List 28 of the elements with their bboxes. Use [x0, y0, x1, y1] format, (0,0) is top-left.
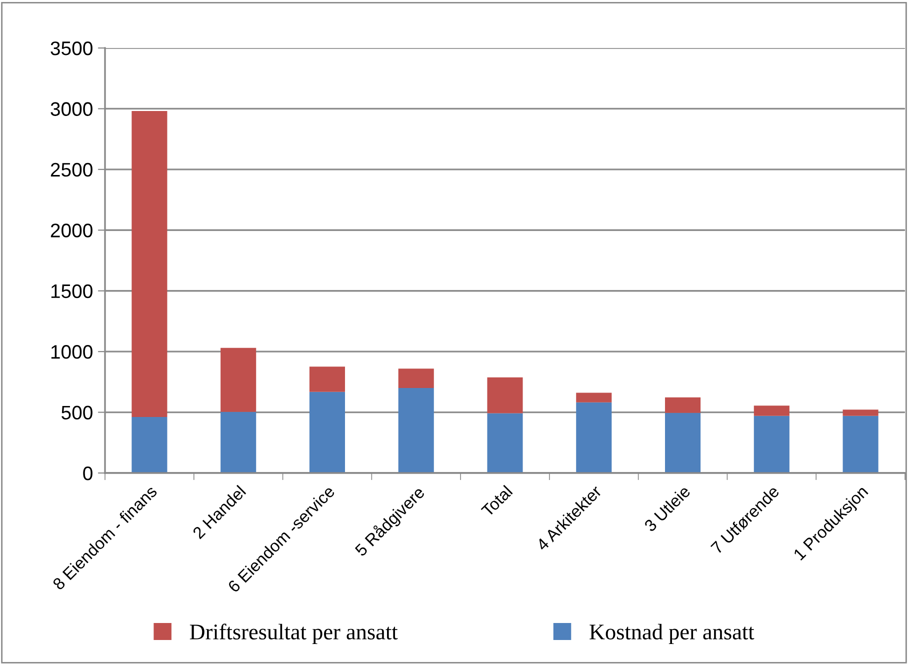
bar — [398, 368, 434, 388]
bar — [842, 416, 878, 473]
y-tick-label: 3500 — [50, 41, 92, 56]
bar — [309, 392, 345, 473]
bar — [220, 348, 256, 412]
bar — [576, 402, 612, 473]
bar — [665, 412, 701, 473]
bar — [754, 416, 790, 473]
bar — [220, 412, 256, 473]
bar — [309, 366, 345, 392]
y-tick-label: 0 — [83, 466, 92, 480]
bar — [754, 406, 790, 416]
legend-label: Kostnad per ansatt — [590, 624, 754, 644]
bar — [398, 388, 434, 473]
y-tick-label: 1500 — [51, 284, 92, 298]
y-tick-label: 1000 — [51, 345, 92, 359]
bar — [665, 397, 701, 413]
bar — [576, 392, 612, 402]
y-tick-label: 2000 — [50, 224, 92, 238]
bar — [487, 413, 523, 473]
legend-label: Driftsresultat per ansatt — [190, 624, 398, 644]
bar — [487, 377, 523, 414]
y-tick-label: 500 — [62, 406, 92, 420]
y-tick-label: 3000 — [50, 102, 92, 116]
bar — [842, 410, 878, 416]
bar — [132, 417, 168, 473]
y-tick-label: 2500 — [50, 162, 92, 177]
bar — [132, 111, 168, 418]
